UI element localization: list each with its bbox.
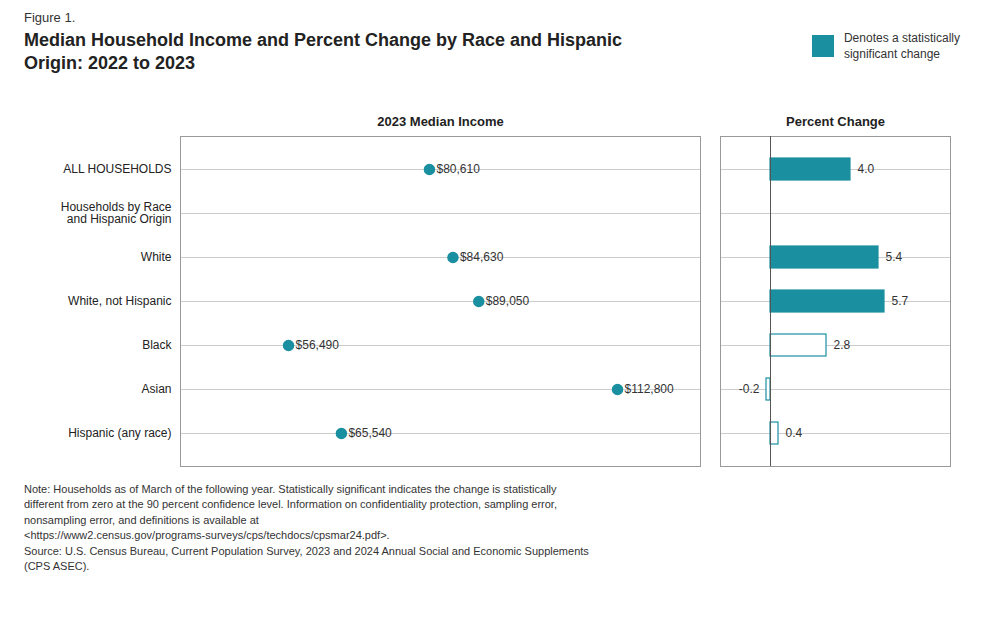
- svg-text:$56,490: $56,490: [296, 338, 340, 352]
- svg-text:Black: Black: [142, 338, 172, 352]
- svg-text:$84,630: $84,630: [460, 250, 504, 264]
- svg-text:5.7: 5.7: [892, 294, 909, 308]
- svg-text:$112,800: $112,800: [625, 382, 674, 396]
- svg-text:0.4: 0.4: [786, 426, 803, 440]
- svg-text:Households by Raceand Hispanic: Households by Raceand Hispanic Origin: [61, 200, 172, 226]
- svg-text:2023 Median Income: 2023 Median Income: [377, 114, 503, 129]
- html-text:Figure 1.: Figure 1.: [24, 10, 76, 25]
- svg-text:White: White: [141, 250, 172, 264]
- svg-text:Hispanic (any race): Hispanic (any race): [68, 426, 171, 440]
- svg-text:ALL HOUSEHOLDS: ALL HOUSEHOLDS: [63, 162, 171, 176]
- svg-text:2.8: 2.8: [834, 338, 851, 352]
- html-text:Median Household Income and Pe: Median Household Income and Percent Chan…: [24, 30, 623, 74]
- svg-text:4.0: 4.0: [858, 162, 875, 176]
- svg-text:5.4: 5.4: [886, 250, 903, 264]
- html-text:Denotes a statistically signif: Denotes a statistically significant chan…: [843, 31, 960, 62]
- svg-text:$89,050: $89,050: [486, 294, 530, 308]
- svg-text:-0.2: -0.2: [739, 382, 760, 396]
- html-text:Note: Households as of March o: Note: Households as of March of the foll…: [24, 483, 589, 572]
- svg-text:Percent Change: Percent Change: [786, 114, 885, 129]
- svg-text:$65,540: $65,540: [348, 426, 392, 440]
- svg-text:White, not Hispanic: White, not Hispanic: [68, 294, 171, 308]
- svg-text:Asian: Asian: [141, 382, 171, 396]
- svg-text:$80,610: $80,610: [436, 162, 480, 176]
